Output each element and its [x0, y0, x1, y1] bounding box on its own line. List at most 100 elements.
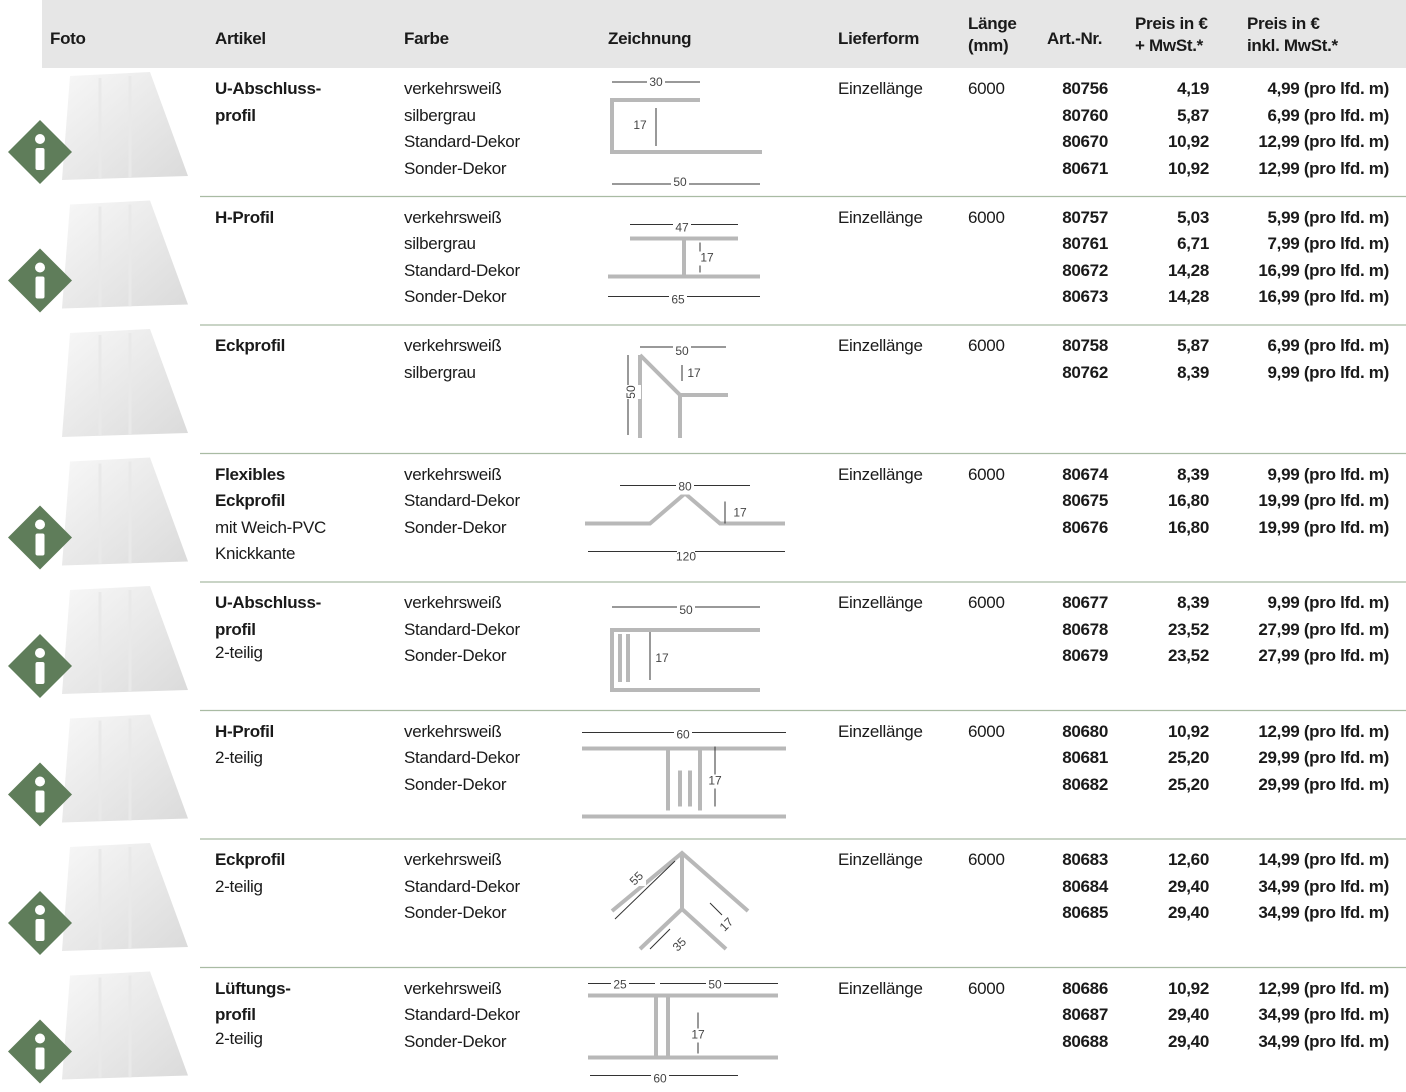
header-cell: Preis in € — [1135, 14, 1208, 33]
length: 6000 — [968, 721, 1005, 741]
price-gross: 6,99 (pro lfd. m) — [1267, 336, 1390, 355]
price-gross: 5,99 (pro lfd. m) — [1267, 207, 1390, 227]
info-icon-bar — [35, 790, 45, 813]
article-name: profil — [215, 105, 256, 125]
drawing-profile — [638, 353, 728, 438]
color-name: silbergrau — [404, 362, 476, 382]
header-cell: + MwSt.* — [1135, 36, 1203, 55]
dimension-label: 25 — [613, 978, 627, 992]
article-name: Eckprofil — [215, 850, 286, 869]
drawing-profile — [610, 628, 760, 692]
dimension-label-bg — [706, 774, 724, 789]
price-gross: 29,99 (pro lfd. m) — [1258, 748, 1389, 767]
dimension-label-bg — [671, 176, 689, 190]
dimension-label-bg — [611, 978, 629, 993]
dimension-label: 50 — [673, 175, 687, 189]
price-gross: 12,99 (pro lfd. m) — [1258, 978, 1389, 998]
article-number: 80681 — [1062, 748, 1108, 767]
dimension-label-bg — [628, 872, 646, 886]
header-cell: Artikel — [215, 29, 266, 48]
drawing-dimension — [614, 860, 723, 950]
dimension-label-bg — [623, 385, 641, 399]
price-gross: 27,99 (pro lfd. m) — [1258, 619, 1389, 639]
article-number: 80671 — [1062, 158, 1108, 178]
price-net: 8,39 — [1177, 464, 1209, 484]
color-name: Sonder-Dekor — [404, 903, 507, 922]
header-cell: Lieferform — [838, 29, 920, 48]
info-icon-bar — [35, 919, 45, 941]
color-name: Standard-Dekor — [404, 748, 520, 767]
article-number: 80679 — [1062, 646, 1108, 665]
product-photo — [62, 329, 188, 437]
product-photo-edge — [98, 718, 132, 821]
dimension-label: 17 — [700, 251, 714, 265]
info-icon-bar — [35, 533, 45, 556]
delivery-form: Einzellänge — [838, 721, 923, 741]
color-name: Standard-Dekor — [404, 260, 520, 280]
price-net: 25,20 — [1167, 748, 1209, 767]
article-number: 80672 — [1062, 260, 1108, 280]
drawing: 47 17 65 — [608, 221, 760, 308]
product-photo — [62, 843, 188, 951]
price-net: 10,92 — [1167, 132, 1209, 151]
drawing-profile — [608, 236, 760, 279]
price-gross: 29,99 (pro lfd. m) — [1258, 774, 1389, 794]
color-name: Standard-Dekor — [404, 491, 520, 510]
price-gross: 19,99 (pro lfd. m) — [1258, 491, 1389, 510]
price-gross: 14,99 (pro lfd. m) — [1258, 850, 1389, 869]
drawing-profile — [588, 993, 778, 1060]
color-name: Sonder-Dekor — [404, 517, 507, 537]
delivery-form: Einzellänge — [838, 978, 923, 998]
product-photo-edge — [98, 204, 132, 307]
dimension-label-bg — [674, 728, 692, 743]
color-name: Standard-Dekor — [404, 619, 520, 639]
product-photo-edge — [98, 461, 132, 564]
color-name: verkehrsweiß — [404, 336, 502, 355]
price-net: 12,60 — [1167, 850, 1209, 869]
color-name: verkehrsweiß — [404, 978, 502, 998]
article-number: 80676 — [1062, 517, 1108, 537]
article-name: H-Profil — [215, 207, 274, 227]
price-net: 4,19 — [1177, 79, 1209, 98]
dimension-label: 65 — [671, 293, 685, 307]
price-net: 23,52 — [1167, 646, 1209, 665]
dimension-label: 30 — [649, 75, 663, 89]
article-number: 80684 — [1062, 876, 1108, 896]
dimension-label-bg — [685, 367, 703, 381]
product-photo — [62, 457, 188, 566]
delivery-form: Einzellänge — [838, 850, 923, 869]
article-name: profil — [215, 619, 256, 639]
color-name: Sonder-Dekor — [404, 774, 507, 794]
article-number: 80673 — [1062, 287, 1108, 306]
length: 6000 — [968, 464, 1005, 484]
drawing: 25 50 17 60 — [588, 978, 778, 1087]
price-net: 10,92 — [1167, 158, 1209, 178]
drawing-dimension — [582, 732, 786, 807]
article-name: Eckprofil — [215, 491, 286, 510]
price-net: 14,28 — [1167, 260, 1209, 280]
dimension-label: 60 — [676, 728, 690, 742]
drawing: 30 17 50 — [610, 75, 762, 190]
article-name: Flexibles — [215, 464, 286, 484]
price-gross: 9,99 (pro lfd. m) — [1267, 464, 1390, 484]
dimension-label-bg — [706, 978, 724, 993]
drawing: 50 17 50 — [623, 344, 728, 438]
header-cell: inkl. MwSt.* — [1247, 36, 1338, 55]
delivery-form: Einzellänge — [838, 79, 923, 98]
article-number: 80688 — [1062, 1031, 1108, 1051]
header-bar — [42, 0, 1406, 68]
price-gross: 12,99 (pro lfd. m) — [1258, 132, 1389, 151]
price-net: 10,92 — [1167, 978, 1209, 998]
info-icon-bar — [35, 662, 45, 684]
dimension-label-bg — [718, 918, 736, 932]
dimension-label: 17 — [691, 1028, 705, 1042]
article-name: U-Abschluss- — [215, 79, 321, 98]
article-number: 80758 — [1062, 336, 1108, 355]
price-gross: 16,99 (pro lfd. m) — [1258, 287, 1389, 306]
product-photo-edge — [98, 975, 132, 1078]
product-photo-edge — [98, 847, 132, 949]
dimension-label: 47 — [675, 221, 689, 235]
article-number: 80670 — [1062, 132, 1108, 151]
